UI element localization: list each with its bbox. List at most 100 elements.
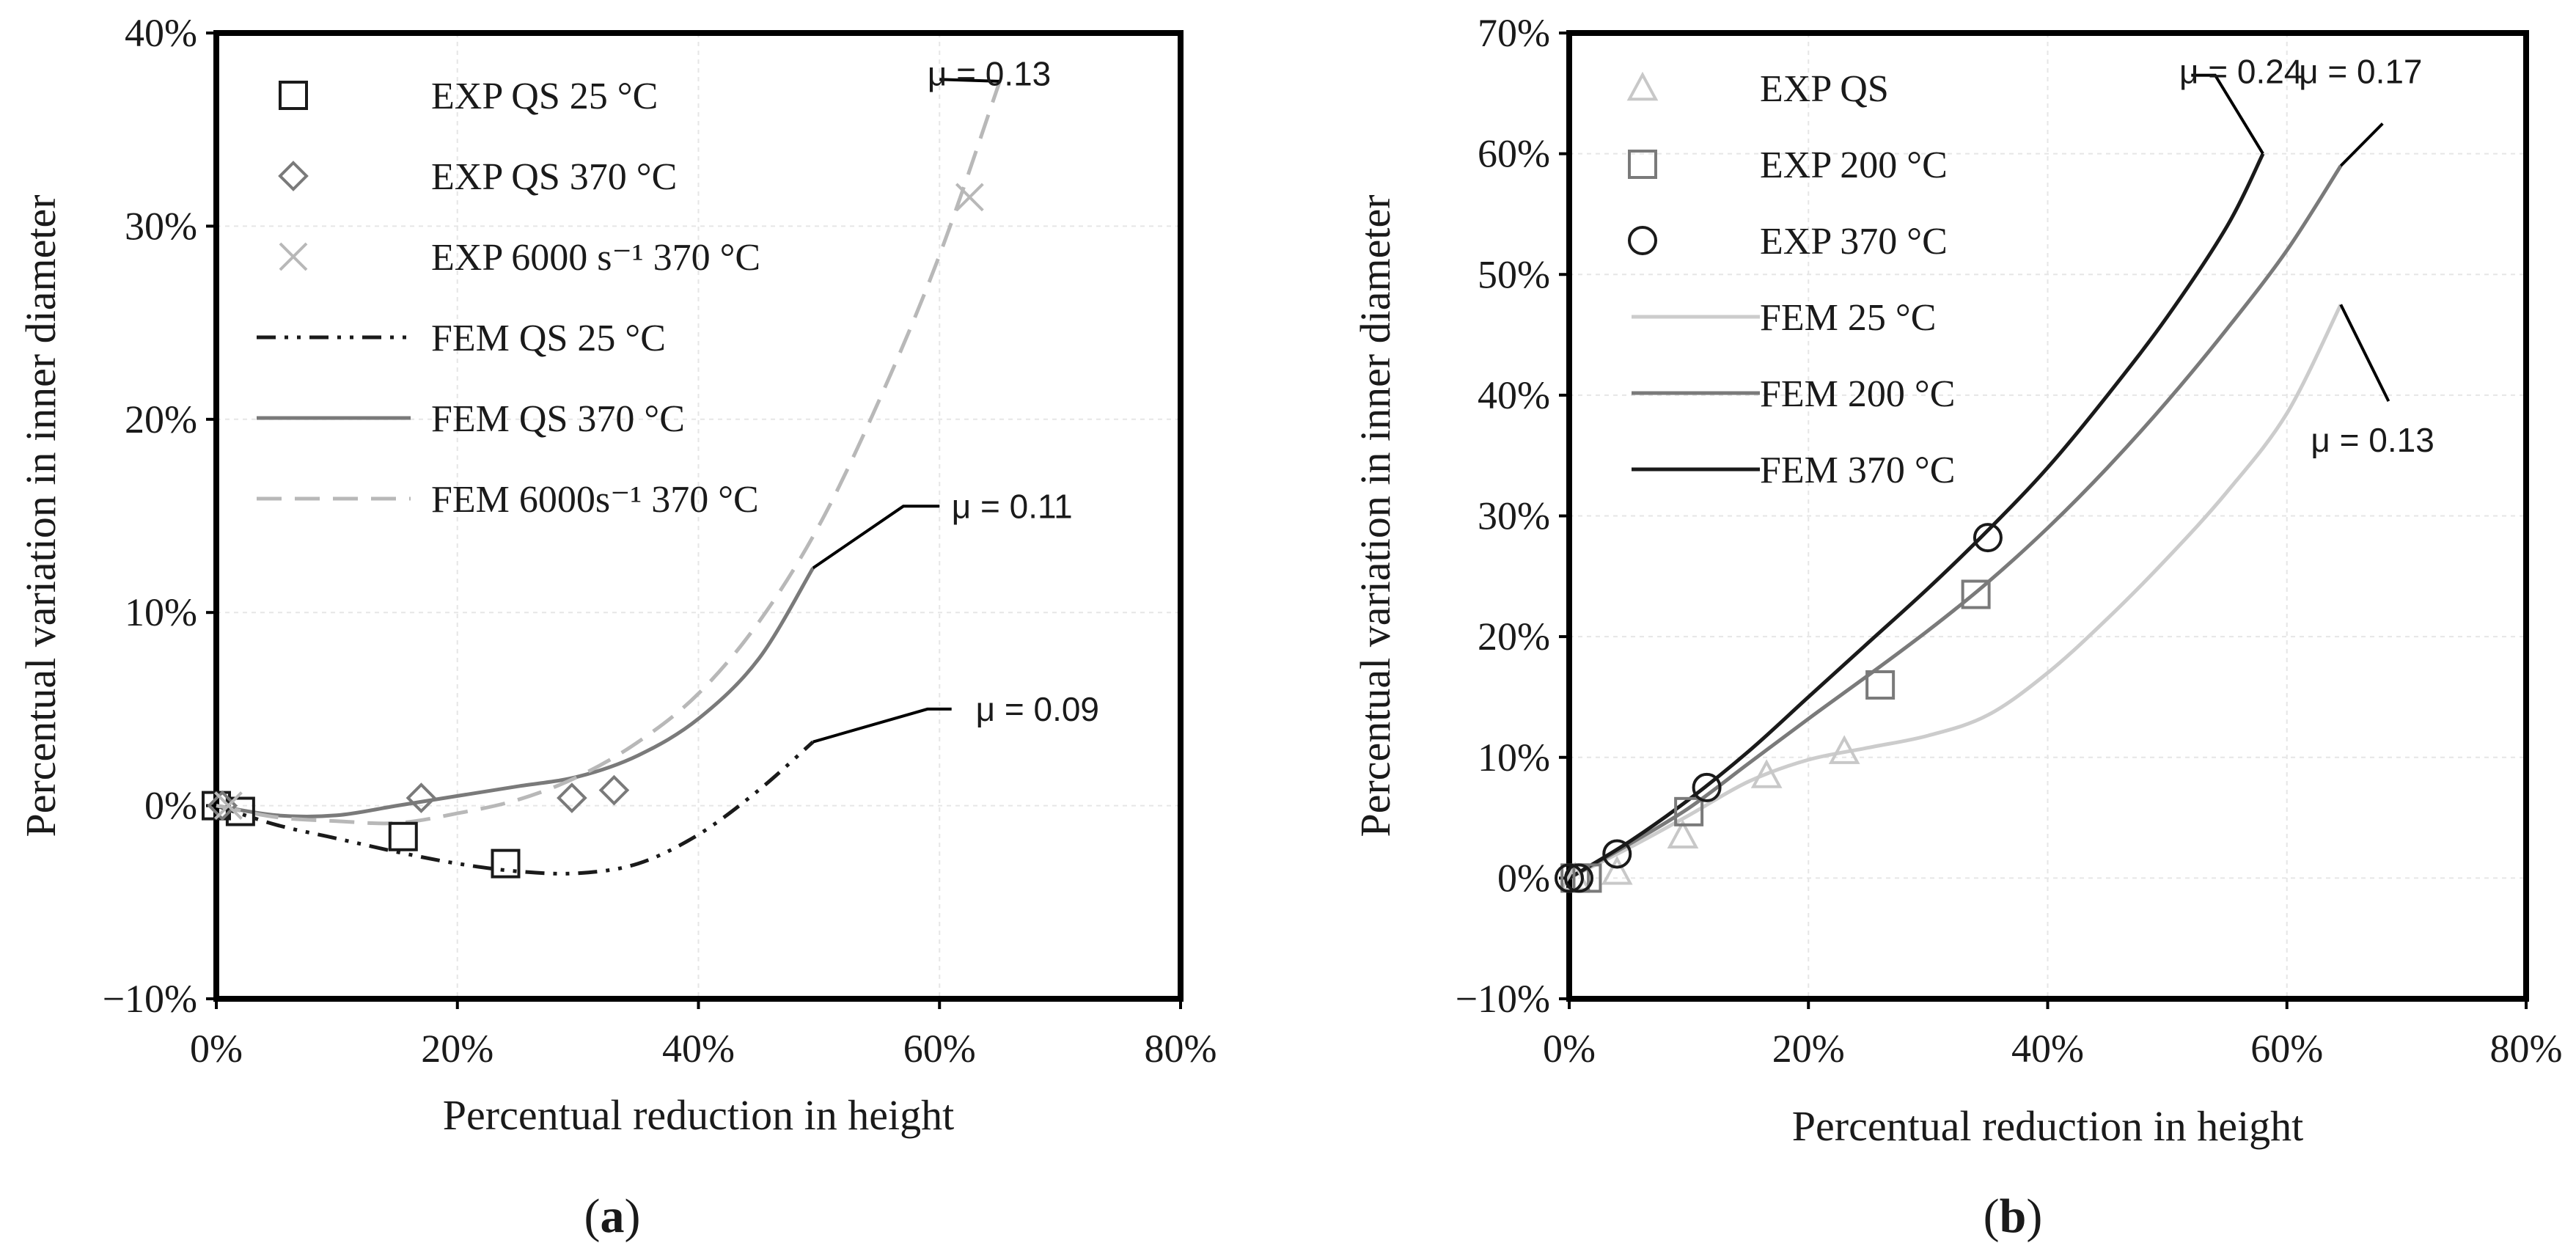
series-line bbox=[1568, 304, 2343, 880]
legend-label: EXP QS bbox=[1760, 68, 1889, 110]
series-line bbox=[216, 81, 1002, 826]
y-tick-label: 40% bbox=[125, 11, 197, 55]
legend-swatch-marker bbox=[278, 161, 309, 191]
x-tick-label: 40% bbox=[2011, 1027, 2084, 1071]
annotation-leader bbox=[2191, 73, 2264, 155]
panel-label-letter: b bbox=[2000, 1189, 2027, 1243]
series-line bbox=[216, 567, 815, 818]
data-point bbox=[1692, 772, 1722, 802]
data-point bbox=[1828, 735, 1860, 764]
panel-label-close-paren: ) bbox=[2026, 1189, 2042, 1243]
legend-label: FEM 6000s⁻¹ 370 °C bbox=[431, 479, 759, 521]
legend: EXP QS EXP 200 °C EXP 370 °C FEM 25 °C FEM 2… bbox=[1626, 68, 1955, 491]
data-point bbox=[1602, 839, 1632, 869]
y-axis-title: Percentual variation in inner diameter bbox=[17, 194, 65, 837]
legend-item: FEM 25 °C bbox=[1632, 297, 1936, 339]
x-tick-label: 80% bbox=[2490, 1027, 2563, 1071]
data-point bbox=[406, 782, 437, 813]
legend-swatch-marker bbox=[1628, 150, 1657, 179]
y-tick-label: 30% bbox=[125, 204, 197, 248]
annotation-label: μ = 0.13 bbox=[928, 54, 1051, 92]
legend-label: EXP 6000 s⁻¹ 370 °C bbox=[431, 237, 760, 279]
annotation-label: μ = 0.09 bbox=[976, 690, 1099, 728]
series-line bbox=[1568, 164, 2343, 880]
annotation-leader bbox=[812, 707, 952, 744]
data-point bbox=[1572, 863, 1602, 893]
y-tick-label: 70% bbox=[1478, 11, 1550, 55]
data-point bbox=[1961, 579, 1991, 609]
panel-label-letter: a bbox=[601, 1189, 625, 1243]
panel-b: −10% 0% 10% 20% 30% 40% 50% 60% 70% 0% 20% 40% 60% 80… bbox=[1351, 11, 2562, 1243]
y-tick-label: 0% bbox=[1497, 856, 1550, 900]
legend-item: EXP 370 °C bbox=[1628, 221, 1948, 263]
data-point bbox=[1601, 855, 1633, 885]
y-tick-label: 60% bbox=[1478, 132, 1550, 176]
y-tick-label: 20% bbox=[1478, 615, 1550, 659]
data-point bbox=[598, 774, 630, 806]
panel-label: (b) bbox=[1984, 1189, 2043, 1243]
data-point bbox=[225, 796, 255, 826]
x-tick-label: 20% bbox=[421, 1027, 493, 1071]
x-tick-label: 40% bbox=[662, 1027, 735, 1071]
data-point bbox=[1555, 863, 1584, 893]
y-tick-label: −10% bbox=[103, 977, 197, 1021]
legend-swatch-marker bbox=[1626, 71, 1659, 101]
legend-item: EXP QS 25 °C bbox=[279, 76, 658, 117]
legend-swatch-marker bbox=[279, 81, 308, 110]
legend-swatch-marker bbox=[1628, 226, 1657, 255]
y-tick-label: −10% bbox=[1456, 977, 1550, 1021]
annotation-label: μ = 0.13 bbox=[2311, 421, 2434, 459]
data-point bbox=[1564, 863, 1594, 893]
legend-label: FEM QS 25 °C bbox=[431, 318, 666, 359]
x-tick-label: 60% bbox=[903, 1027, 976, 1071]
x-tick-label: 80% bbox=[1145, 1027, 1217, 1071]
legend-item: EXP QS 370 °C bbox=[278, 156, 677, 198]
x-tick-label: 20% bbox=[1772, 1027, 1845, 1071]
y-tick-label: 10% bbox=[125, 590, 197, 634]
data-point bbox=[557, 782, 587, 813]
legend-label: EXP 200 °C bbox=[1760, 144, 1948, 186]
legend: EXP QS 25 °C EXP QS 370 °C EXP 6000 s⁻¹ 37… bbox=[257, 76, 760, 521]
series-line bbox=[216, 740, 815, 876]
panel-label-close-paren: ) bbox=[625, 1189, 641, 1243]
legend-label: EXP 370 °C bbox=[1760, 221, 1948, 263]
data-point bbox=[491, 848, 521, 879]
panel-label-open-paren: ( bbox=[1984, 1189, 2000, 1243]
legend-label: EXP QS 25 °C bbox=[431, 76, 658, 117]
y-tick-label: 10% bbox=[1478, 736, 1550, 780]
data-point bbox=[1973, 523, 2003, 553]
data-point bbox=[214, 791, 243, 821]
legend-item: EXP QS bbox=[1626, 68, 1889, 110]
legend-item: EXP 200 °C bbox=[1628, 144, 1948, 186]
panel-label: (a) bbox=[584, 1189, 641, 1243]
data-point bbox=[1750, 759, 1783, 788]
panel-label-open-paren: ( bbox=[584, 1189, 601, 1243]
x-axis-title: Percentual reduction in height bbox=[1792, 1102, 2303, 1150]
y-tick-label: 0% bbox=[144, 784, 197, 828]
annotation-leader bbox=[939, 78, 1000, 83]
legend-item: FEM QS 25 °C bbox=[257, 318, 666, 359]
data-point bbox=[1865, 670, 1896, 700]
annotation-leader bbox=[2339, 304, 2390, 402]
annotation-leader bbox=[812, 505, 940, 570]
legend-item: FEM QS 370 °C bbox=[257, 398, 685, 440]
annotation-label: μ = 0.24 bbox=[2179, 53, 2302, 91]
panel-a: −10% 0% 10% 20% 30% 40% 0% 20% 40% 60% 80% Percentu… bbox=[17, 11, 1217, 1243]
legend-swatch-marker bbox=[279, 242, 308, 271]
x-tick-label: 0% bbox=[190, 1027, 243, 1071]
legend-label: FEM 370 °C bbox=[1760, 450, 1955, 491]
data-point bbox=[388, 821, 418, 851]
annotation-label: μ = 0.11 bbox=[952, 487, 1073, 525]
legend-label: EXP QS 370 °C bbox=[431, 156, 677, 198]
data-point bbox=[955, 183, 984, 212]
x-axis-title: Percentual reduction in height bbox=[443, 1091, 954, 1139]
legend-item: EXP 6000 s⁻¹ 370 °C bbox=[279, 237, 760, 279]
y-tick-label: 50% bbox=[1478, 252, 1550, 296]
legend-label: FEM 200 °C bbox=[1760, 373, 1955, 415]
y-tick-label: 20% bbox=[125, 397, 197, 441]
legend-item: FEM 200 °C bbox=[1632, 373, 1955, 415]
y-axis-title: Percentual variation in inner diameter bbox=[1351, 194, 1399, 837]
legend-item: FEM 6000s⁻¹ 370 °C bbox=[257, 479, 759, 521]
legend-item: FEM 370 °C bbox=[1632, 450, 1955, 491]
